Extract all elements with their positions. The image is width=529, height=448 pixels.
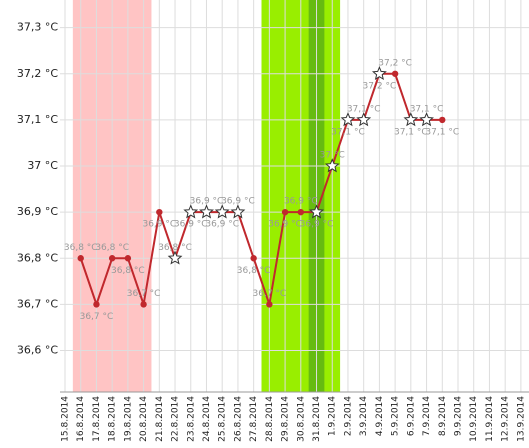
star-marker	[183, 204, 199, 219]
x-tick-label: 10.9.2014	[469, 396, 479, 442]
point-marker	[281, 208, 289, 216]
value-label: 37 °C	[320, 151, 345, 161]
value-label: 37,1 °C	[331, 127, 365, 137]
point-marker	[77, 255, 84, 262]
star-marker	[230, 204, 246, 219]
x-tick-label: 13.9.2014	[516, 396, 526, 442]
y-tick-label: 36,8 °C	[17, 251, 58, 264]
y-tick-label: 36,9 °C	[17, 205, 58, 218]
value-label: 36,7 °C	[127, 289, 161, 299]
value-label: 37,2 °C	[378, 58, 412, 68]
x-tick-label: 3.9.2014	[359, 396, 369, 436]
value-label: 37,1 °C	[425, 127, 459, 137]
x-tick-label: 17.8.2014	[92, 396, 102, 442]
value-label: 36,9 °C	[221, 197, 255, 207]
x-tick-label: 16.8.2014	[76, 396, 86, 442]
value-label: 36,9 °C	[205, 220, 239, 230]
x-tick-label: 25.8.2014	[218, 396, 228, 442]
value-label: 36,7 °C	[80, 312, 114, 322]
x-tick-label: 7.9.2014	[422, 396, 432, 436]
x-tick-label: 22.8.2014	[171, 396, 181, 442]
star-marker	[309, 204, 324, 219]
value-label: 37,1 °C	[347, 104, 381, 114]
x-tick-label: 19.8.2014	[123, 396, 133, 442]
x-tick-label: 26.8.2014	[233, 396, 243, 442]
y-tick-label: 37 °C	[27, 159, 58, 172]
x-tick-label: 21.8.2014	[155, 396, 165, 442]
x-tick-label: 1.9.2014	[328, 396, 338, 436]
value-label: 36,9 °C	[284, 197, 318, 207]
value-label: 36,8 °C	[95, 243, 129, 253]
point-marker	[297, 208, 304, 216]
value-label: 36,8 °C	[237, 266, 271, 276]
value-label: 37,1 °C	[394, 127, 428, 137]
y-tick-label: 37,1 °C	[17, 113, 58, 126]
x-tick-label: 12.9.2014	[501, 396, 511, 442]
value-label: 37,2 °C	[363, 81, 397, 91]
point-marker	[391, 70, 399, 77]
x-tick-label: 28.8.2014	[265, 396, 275, 442]
value-label: 36,9 °C	[174, 220, 208, 230]
point-marker	[156, 208, 163, 216]
x-tick-label: 24.8.2014	[202, 396, 212, 442]
value-label: 36,8 °C	[111, 266, 145, 276]
value-label: 36,8 °C	[158, 243, 192, 253]
star-marker	[403, 112, 419, 127]
x-tick-label: 23.8.2014	[186, 396, 196, 442]
point-marker	[439, 116, 446, 124]
x-tick-label: 18.8.2014	[108, 396, 118, 442]
point-marker	[250, 255, 257, 262]
value-label: 36,9 °C	[142, 220, 176, 230]
star-marker	[214, 204, 230, 219]
x-tick-label: 31.8.2014	[312, 396, 322, 442]
x-tick-label: 11.9.2014	[485, 396, 495, 442]
point-marker	[266, 301, 273, 308]
star-marker	[340, 112, 356, 127]
x-tick-label: 4.9.2014	[375, 396, 385, 436]
x-tick-label: 5.9.2014	[391, 396, 401, 436]
value-label: 36,7 °C	[253, 289, 287, 299]
y-tick-label: 36,6 °C	[17, 343, 58, 356]
point-marker	[124, 255, 132, 262]
star-marker	[371, 65, 387, 81]
x-tick-label: 6.9.2014	[406, 396, 416, 436]
point-marker	[108, 255, 116, 262]
x-tick-label: 15.8.2014	[61, 396, 71, 442]
star-marker	[199, 204, 214, 219]
x-tick-label: 30.8.2014	[296, 396, 306, 442]
point-marker	[140, 301, 147, 308]
y-tick-label: 36,7 °C	[17, 297, 58, 310]
point-marker	[93, 301, 100, 308]
x-tick-label: 29.8.2014	[281, 396, 291, 442]
star-marker	[356, 112, 372, 127]
star-marker	[324, 158, 340, 173]
x-tick-label: 9.9.2014	[454, 396, 464, 436]
value-label: 37,1 °C	[410, 104, 444, 114]
x-tick-label: 27.8.2014	[249, 396, 259, 442]
star-marker	[167, 250, 183, 265]
x-tick-label: 2.9.2014	[343, 396, 353, 436]
x-tick-label: 20.8.2014	[139, 396, 149, 442]
y-tick-label: 37,3 °C	[17, 21, 58, 34]
value-label: 36,9 °C	[268, 220, 302, 230]
y-tick-label: 37,2 °C	[17, 67, 58, 80]
value-label: 36,9 °C	[300, 220, 334, 230]
star-marker	[419, 112, 434, 127]
value-label: 36,8 °C	[64, 243, 98, 253]
value-label: 36,9 °C	[190, 197, 224, 207]
x-tick-label: 8.9.2014	[438, 396, 448, 436]
